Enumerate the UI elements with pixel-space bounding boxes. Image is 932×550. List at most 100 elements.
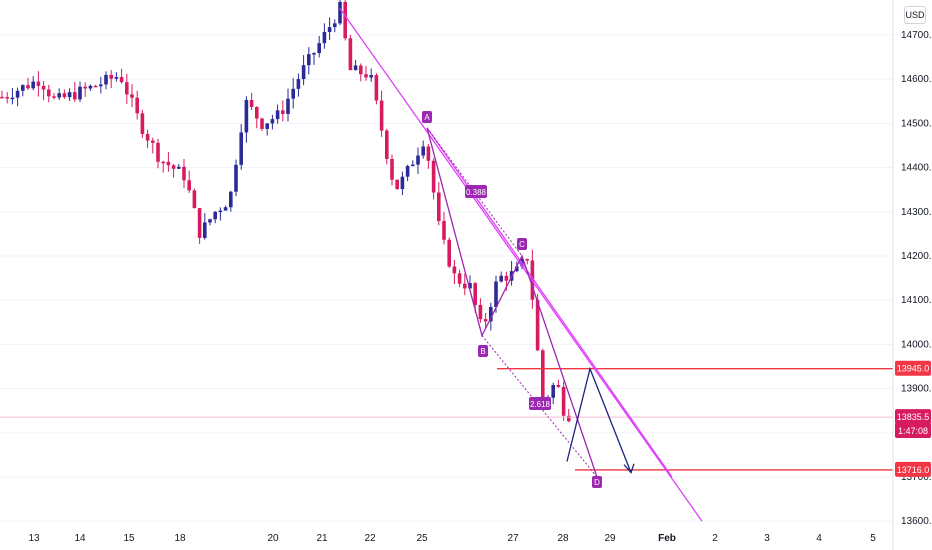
candle-body bbox=[421, 146, 425, 156]
candle-body bbox=[197, 208, 202, 238]
candle-body bbox=[213, 211, 217, 220]
price-label-badge bbox=[895, 360, 931, 376]
time-tick-label: 14 bbox=[74, 533, 86, 544]
candle-body bbox=[322, 31, 327, 44]
candle-body bbox=[499, 275, 503, 282]
candle-body bbox=[47, 89, 51, 97]
ratio-badge bbox=[465, 185, 487, 198]
candle-body bbox=[255, 107, 259, 119]
candle-body bbox=[296, 79, 301, 89]
candle-body bbox=[390, 158, 394, 180]
candle-body bbox=[379, 100, 384, 131]
candle-body bbox=[151, 140, 155, 143]
point-badge bbox=[592, 476, 602, 488]
candle-body bbox=[93, 85, 98, 88]
candle-body bbox=[353, 65, 358, 71]
price-tick-label: 14600.0 bbox=[901, 74, 932, 85]
candle-body bbox=[10, 97, 15, 100]
price-tick-label: 14400.0 bbox=[901, 163, 932, 174]
candle-body bbox=[504, 275, 509, 281]
candle-body bbox=[374, 75, 379, 101]
candle-body bbox=[145, 133, 150, 141]
candle-body bbox=[114, 77, 119, 79]
time-tick-label: 25 bbox=[416, 533, 428, 544]
candle-body bbox=[208, 219, 212, 223]
point-badge bbox=[478, 345, 488, 357]
time-tick-label: 21 bbox=[316, 533, 328, 544]
candle-body bbox=[291, 88, 295, 99]
time-axis[interactable]: 13 14 15 18 20 21 22 25 27 28 29 Feb 2 3 4 5 bbox=[28, 533, 876, 544]
currency-badge[interactable]: USD bbox=[904, 6, 926, 24]
candle-body bbox=[281, 110, 285, 115]
candle-body bbox=[483, 319, 488, 322]
candle-body bbox=[119, 77, 124, 83]
candle-body bbox=[385, 130, 389, 159]
price-label-text: 13835.5 bbox=[897, 412, 930, 422]
candle-body bbox=[307, 54, 311, 66]
candle-body bbox=[494, 281, 498, 307]
price-tick-label: 13700.0 bbox=[901, 472, 932, 483]
candle-body bbox=[270, 119, 275, 124]
candle-body bbox=[187, 180, 191, 191]
candle-body bbox=[567, 415, 571, 422]
candle-body bbox=[62, 93, 67, 98]
candle-body bbox=[83, 86, 87, 89]
candle-body bbox=[452, 266, 457, 274]
price-label-badge bbox=[895, 409, 931, 425]
candle-body bbox=[359, 65, 363, 75]
price-tick-label: 14500.0 bbox=[901, 118, 932, 129]
candle-body bbox=[442, 220, 446, 240]
candle-body bbox=[348, 38, 353, 71]
point-label-c: C bbox=[519, 240, 525, 249]
time-tick-label: 20 bbox=[267, 533, 279, 544]
candle-body bbox=[73, 92, 77, 100]
price-tick-label: 14000.0 bbox=[901, 339, 932, 350]
price-tick-label: 14300.0 bbox=[901, 207, 932, 218]
candle-body bbox=[166, 161, 171, 166]
time-tick-label: 4 bbox=[816, 533, 822, 544]
candle-body bbox=[468, 283, 472, 289]
time-tick-label: 18 bbox=[174, 533, 186, 544]
candle-body bbox=[41, 85, 46, 90]
time-tick-label: 27 bbox=[507, 533, 519, 544]
candle-body bbox=[218, 210, 223, 213]
candle-body bbox=[478, 304, 483, 320]
candle-body bbox=[541, 350, 545, 402]
candle-body bbox=[88, 85, 93, 89]
point-label-d: D bbox=[594, 478, 600, 487]
candle-body bbox=[343, 1, 347, 39]
candle-body bbox=[67, 92, 72, 98]
candle-body bbox=[249, 99, 254, 108]
candle-body bbox=[57, 93, 61, 98]
candle-body bbox=[260, 118, 264, 129]
time-tick-label: 13 bbox=[28, 533, 40, 544]
time-tick-label: 5 bbox=[870, 533, 876, 544]
candle-body bbox=[104, 74, 108, 85]
candle-body bbox=[203, 222, 207, 238]
candle-body bbox=[15, 90, 20, 98]
price-label-text: 13945.0 bbox=[897, 364, 930, 374]
trendline-lower bbox=[426, 127, 673, 478]
time-tick-label: 22 bbox=[364, 533, 376, 544]
candle-body bbox=[301, 65, 306, 80]
price-label-badge bbox=[895, 423, 931, 439]
candle-body bbox=[463, 283, 467, 289]
candle-body bbox=[171, 165, 176, 169]
candle-body bbox=[473, 283, 477, 305]
point-badge bbox=[517, 238, 527, 250]
candle-body bbox=[36, 81, 41, 86]
candle-body bbox=[535, 299, 540, 351]
candle-body bbox=[556, 385, 561, 387]
candle-body bbox=[364, 74, 368, 78]
candle-body bbox=[411, 164, 415, 167]
price-axis[interactable]: 14700.0 14600.0 14500.0 14400.0 14300.0 14200… bbox=[892, 0, 932, 550]
candle-body bbox=[317, 43, 321, 54]
candle-body bbox=[21, 85, 25, 91]
candle-body bbox=[416, 155, 420, 165]
ratio-label: 0.388 bbox=[466, 188, 487, 197]
candle-body bbox=[338, 1, 342, 24]
projection-arrowhead bbox=[623, 463, 635, 474]
candle-body bbox=[26, 85, 30, 89]
time-tick-label: Feb bbox=[658, 533, 676, 544]
